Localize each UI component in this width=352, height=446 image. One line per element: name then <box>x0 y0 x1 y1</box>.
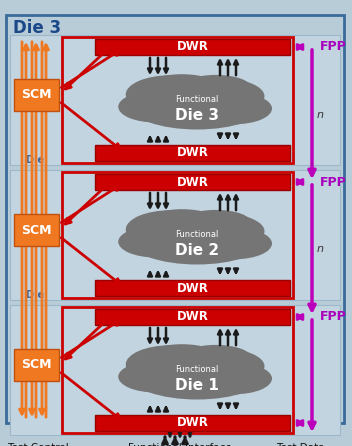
Text: DWR: DWR <box>177 41 208 54</box>
Text: SCM: SCM <box>21 223 52 236</box>
Text: n: n <box>317 110 324 120</box>
Text: Functional: Functional <box>175 95 219 104</box>
Ellipse shape <box>118 91 193 123</box>
Text: SCM: SCM <box>21 88 52 102</box>
Bar <box>95 280 290 296</box>
Text: Die 3: Die 3 <box>13 19 61 37</box>
Bar <box>62 172 293 298</box>
Ellipse shape <box>126 75 216 114</box>
Ellipse shape <box>118 226 193 257</box>
Bar <box>14 79 59 111</box>
Text: Functional: Functional <box>175 230 219 239</box>
Ellipse shape <box>182 79 264 114</box>
Ellipse shape <box>182 349 264 384</box>
Ellipse shape <box>197 363 272 394</box>
Ellipse shape <box>197 228 272 259</box>
Ellipse shape <box>180 75 252 102</box>
Text: Functional Interface: Functional Interface <box>128 443 232 446</box>
Ellipse shape <box>141 368 253 397</box>
Text: Die: Die <box>26 290 47 300</box>
Text: Test Control: Test Control <box>7 443 69 446</box>
Bar <box>10 305 340 435</box>
Bar <box>10 170 340 300</box>
Ellipse shape <box>145 74 220 101</box>
Bar <box>14 349 59 381</box>
Ellipse shape <box>180 210 252 236</box>
Text: DWR: DWR <box>177 417 208 429</box>
Text: SCM: SCM <box>21 359 52 372</box>
Text: Die: Die <box>26 155 47 165</box>
Ellipse shape <box>130 215 264 264</box>
Text: Test Data: Test Data <box>276 443 324 446</box>
Ellipse shape <box>145 344 220 371</box>
Text: Die 2: Die 2 <box>175 243 219 258</box>
Bar <box>62 37 293 163</box>
Bar <box>10 35 340 165</box>
Ellipse shape <box>126 210 216 249</box>
Text: FPP: FPP <box>320 41 347 54</box>
Text: Die 3: Die 3 <box>175 108 219 123</box>
Text: Die 1: Die 1 <box>175 378 219 393</box>
Ellipse shape <box>197 93 272 124</box>
Text: FPP: FPP <box>320 175 347 189</box>
Ellipse shape <box>130 80 264 129</box>
Text: Functional: Functional <box>175 365 219 374</box>
Bar <box>95 145 290 161</box>
Bar <box>95 309 290 325</box>
Ellipse shape <box>118 361 193 392</box>
Text: DWR: DWR <box>177 281 208 294</box>
Text: FPP: FPP <box>320 310 347 323</box>
Bar <box>95 39 290 55</box>
Text: DWR: DWR <box>177 175 208 189</box>
Text: DWR: DWR <box>177 146 208 160</box>
Text: DWR: DWR <box>177 310 208 323</box>
Ellipse shape <box>141 233 253 262</box>
Ellipse shape <box>180 345 252 372</box>
Ellipse shape <box>141 98 253 128</box>
Ellipse shape <box>130 351 264 400</box>
Bar <box>95 415 290 431</box>
Bar <box>14 214 59 246</box>
Bar <box>62 307 293 433</box>
Ellipse shape <box>145 209 220 236</box>
Bar <box>95 174 290 190</box>
Ellipse shape <box>126 345 216 384</box>
Text: n: n <box>317 244 324 255</box>
Ellipse shape <box>182 214 264 249</box>
